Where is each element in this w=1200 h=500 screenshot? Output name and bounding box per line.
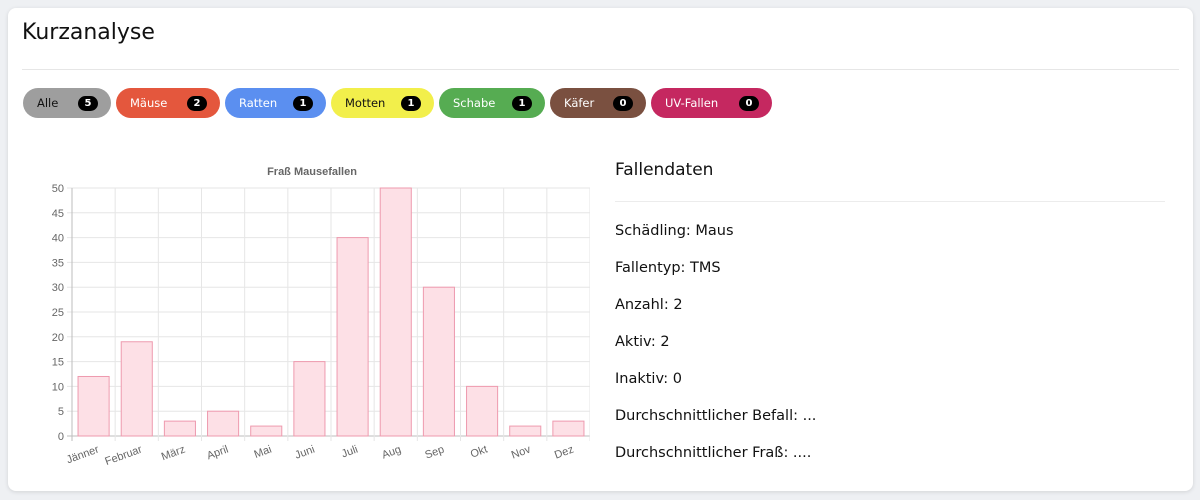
y-tick-label: 45 [52, 208, 64, 220]
filter-label: Schabe [453, 96, 496, 110]
filter-label: Käfer [564, 96, 595, 110]
y-tick-label: 0 [58, 431, 64, 443]
trap-data-divider [615, 201, 1165, 202]
x-tick-label: Nov [510, 443, 533, 461]
chart-bar [293, 361, 326, 437]
x-tick-label: Okt [469, 444, 489, 461]
chart-title: Fraß Mausefallen [267, 166, 357, 178]
info-row-avg-infestation: Durchschnittlicher Befall: ... [615, 408, 817, 424]
y-tick-label: 10 [52, 381, 64, 393]
chart-bars [77, 187, 585, 437]
trap-data-panel: Fallendaten Schädling: Maus Fallentyp: T… [615, 158, 1165, 480]
filter-label: Ratten [239, 96, 278, 110]
y-tick-label: 50 [52, 183, 64, 195]
title-divider [22, 69, 1179, 70]
filter-count-badge: 1 [401, 95, 421, 111]
filter-pill-kaefer[interactable]: Käfer 0 [550, 88, 646, 118]
x-tick-label: Juni [293, 444, 316, 462]
chart-bar [422, 286, 455, 437]
filter-pill-uv-fallen[interactable]: UV-Fallen 0 [651, 88, 772, 118]
filter-count-badge: 1 [293, 95, 313, 111]
y-axis: 0 5 10 15 20 25 30 35 40 45 50 [52, 183, 64, 443]
filter-pill-maeuse[interactable]: Mäuse 2 [116, 88, 220, 118]
chart-grid [67, 187, 590, 441]
chart-bar [379, 187, 412, 437]
filter-pill-schabe[interactable]: Schabe 1 [439, 88, 545, 118]
info-row-inactive: Inaktiv: 0 [615, 371, 682, 387]
filter-pill-motten[interactable]: Motten 1 [331, 88, 434, 118]
x-tick-label: Jänner [65, 443, 101, 466]
filter-pill-ratten[interactable]: Ratten 1 [225, 88, 326, 118]
filter-count-badge: 0 [739, 95, 759, 111]
info-row-count: Anzahl: 2 [615, 297, 683, 313]
y-tick-label: 15 [52, 357, 64, 369]
bar-chart: Fraß Mausefallen 0 5 10 15 20 25 30 35 40 45 50 Jä… [30, 153, 590, 473]
filter-pill-alle[interactable]: Alle 5 [23, 88, 111, 118]
trap-data-title: Fallendaten [615, 160, 714, 180]
info-row-pest: Schädling: Maus [615, 223, 734, 239]
filter-label: Mäuse [130, 96, 168, 110]
y-tick-label: 30 [52, 282, 64, 294]
filter-bar: Alle 5 Mäuse 2 Ratten 1 Motten 1 Schabe … [23, 88, 772, 118]
filter-count-badge: 1 [512, 95, 532, 111]
page-title: Kurzanalyse [22, 20, 155, 45]
chart-bar [552, 420, 585, 437]
y-tick-label: 5 [58, 406, 64, 418]
chart-bar [163, 420, 196, 437]
chart-bar [77, 375, 110, 437]
x-tick-label: Sep [423, 444, 446, 462]
y-tick-label: 20 [52, 332, 64, 344]
chart-bar [336, 237, 369, 437]
chart-bar [250, 425, 283, 437]
y-tick-label: 35 [52, 257, 64, 269]
filter-count-badge: 2 [187, 95, 207, 111]
x-tick-label: April [205, 444, 230, 463]
x-axis: Jänner Februar März April Mai Juni Juli Aug Sep O… [65, 443, 576, 468]
trap-data-list: Schädling: Maus Fallentyp: TMS Anzahl: 2… [615, 221, 1165, 480]
x-tick-label: Dez [553, 444, 575, 462]
x-tick-label: Mai [253, 444, 274, 461]
filter-count-badge: 5 [78, 95, 98, 111]
info-row-avg-feeding: Durchschnittlicher Fraß: .... [615, 445, 812, 461]
info-row-active: Aktiv: 2 [615, 334, 670, 350]
chart-bar [509, 425, 542, 437]
y-tick-label: 25 [52, 307, 64, 319]
x-tick-label: März [160, 444, 187, 464]
chart-bar [120, 341, 153, 437]
x-tick-label: Juli [340, 444, 360, 461]
chart-bar [207, 410, 240, 437]
analysis-card: Kurzanalyse Alle 5 Mäuse 2 Ratten 1 Mott… [8, 8, 1193, 491]
x-tick-label: Februar [103, 443, 144, 468]
filter-label: Motten [345, 96, 386, 110]
x-tick-label: Aug [380, 444, 403, 462]
info-row-trap-type: Fallentyp: TMS [615, 260, 721, 276]
chart-bar [466, 385, 499, 437]
filter-count-badge: 0 [613, 95, 633, 111]
y-tick-label: 40 [52, 233, 64, 245]
filter-label: Alle [37, 96, 59, 110]
chart-svg: Fraß Mausefallen 0 5 10 15 20 25 30 35 40 45 50 Jä… [52, 166, 590, 468]
filter-label: UV-Fallen [665, 96, 719, 110]
